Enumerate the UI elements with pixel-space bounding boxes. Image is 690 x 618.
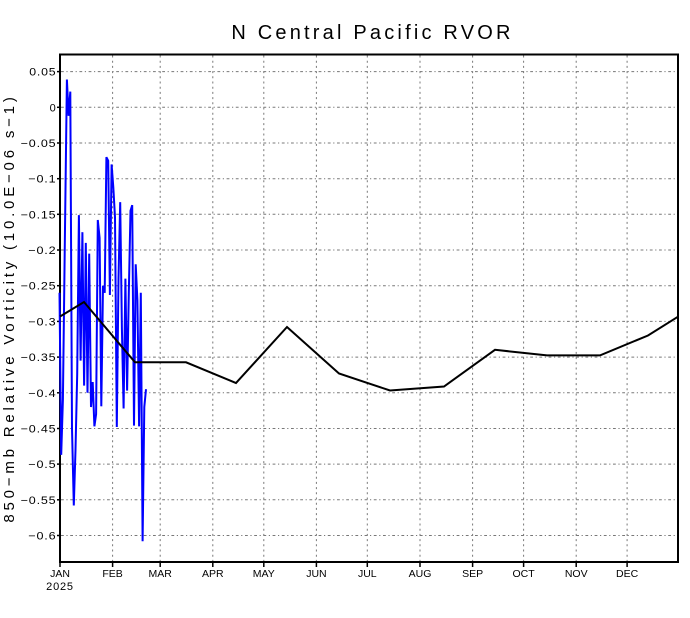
svg-text:OCT: OCT (513, 568, 536, 580)
svg-text:−0.35: −0.35 (21, 352, 57, 364)
svg-text:0: 0 (50, 102, 57, 114)
svg-text:DEC: DEC (616, 568, 639, 580)
svg-text:0.05: 0.05 (29, 67, 56, 79)
svg-text:−0.5: −0.5 (28, 459, 56, 471)
svg-text:FEB: FEB (102, 568, 122, 580)
svg-text:−0.4: −0.4 (28, 388, 56, 400)
svg-text:850−mb Relative Vorticity (10.: 850−mb Relative Vorticity (10.0E−06 s−1) (1, 93, 18, 522)
svg-text:JUN: JUN (306, 568, 326, 580)
svg-text:−0.2: −0.2 (28, 245, 56, 257)
svg-text:APR: APR (202, 568, 224, 580)
svg-text:−0.45: −0.45 (21, 424, 57, 436)
svg-text:2025: 2025 (46, 581, 74, 593)
svg-text:MAR: MAR (149, 568, 173, 580)
svg-text:−0.1: −0.1 (28, 174, 56, 186)
svg-text:−0.15: −0.15 (21, 209, 57, 221)
svg-text:−0.05: −0.05 (21, 138, 57, 150)
svg-text:MAY: MAY (253, 568, 275, 580)
svg-text:−0.55: −0.55 (21, 495, 57, 507)
svg-text:NOV: NOV (565, 568, 588, 580)
svg-text:N Central Pacific RVOR: N Central Pacific RVOR (231, 22, 513, 44)
svg-text:−0.3: −0.3 (28, 316, 56, 328)
svg-text:AUG: AUG (409, 568, 432, 580)
svg-text:SEP: SEP (462, 568, 483, 580)
svg-text:−0.25: −0.25 (21, 281, 57, 293)
svg-text:−0.6: −0.6 (28, 531, 56, 543)
svg-text:JAN: JAN (50, 568, 70, 580)
svg-text:JUL: JUL (358, 568, 377, 580)
